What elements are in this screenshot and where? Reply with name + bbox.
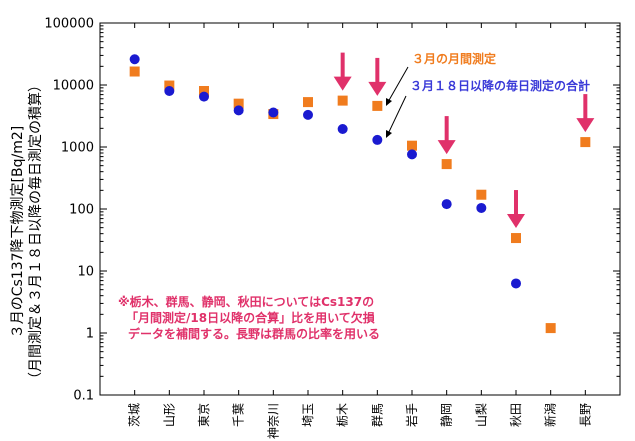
legend-blue-label: ３月１８日以降の毎日測定の合計: [410, 78, 590, 93]
arrow-head: [437, 140, 456, 155]
point-monthly-0: [129, 66, 140, 77]
point-daily-10: [476, 202, 487, 213]
point-daily-6: [337, 124, 348, 135]
y-axis-label: ３月のCs137降下物測定[Bq/m2]: [10, 126, 26, 338]
arrow-head: [576, 118, 595, 133]
point-monthly-8: [407, 140, 417, 151]
point-daily-1: [164, 86, 175, 97]
x-tick-label: 山梨: [474, 403, 488, 427]
y-tick-label: 0.1: [73, 389, 94, 404]
arrow-head: [507, 214, 525, 229]
x-tick-label: 茨城: [128, 403, 142, 427]
axes-layer: 0.1 1 10 100 1000 10000 100000 茨城 山形 東京 千葉 神奈川 埼玉 栃木群…: [44, 17, 621, 439]
marks-layer: [129, 52, 595, 334]
legend-blue-pointer: [387, 95, 407, 135]
x-tick-label: 秋田: [509, 403, 523, 427]
x-tick-label: 新潟: [543, 403, 558, 427]
y-tick-label: 100000: [44, 17, 94, 32]
point-daily-4: [268, 107, 279, 118]
point-monthly-12: [545, 323, 556, 334]
x-tick-label: 神奈川: [266, 403, 280, 439]
legend-orange-pointer-head: [386, 98, 392, 106]
point-daily-7: [372, 134, 383, 145]
x-tick-label: 千葉: [232, 403, 246, 427]
y-tick-label: 10: [77, 265, 94, 280]
point-daily-0: [129, 54, 140, 65]
legend-orange-pointer: [387, 66, 409, 103]
point-monthly-13: [580, 137, 591, 148]
x-tick-label: 群馬: [370, 403, 384, 427]
x-tick-label: 東京: [197, 403, 211, 427]
y-tick-label: 100: [69, 203, 94, 218]
note-line-2: 「月間測定/18日以降の合算」比を用いて欠損: [126, 310, 376, 325]
point-monthly-3: [233, 98, 244, 109]
x-tick-label: 栃木: [336, 403, 350, 427]
point-daily-9: [441, 199, 452, 210]
point-monthly-7: [372, 100, 383, 111]
y-tick-label: 1: [86, 327, 94, 342]
point-daily-3: [233, 105, 244, 116]
legend-orange-label: ３月の月間測定: [412, 51, 496, 66]
point-monthly-9: [441, 159, 452, 170]
x-tick-label: 長野: [578, 403, 592, 427]
y-tick-label: 1000: [61, 141, 94, 156]
point-daily-11: [511, 278, 521, 289]
legend-blue-pointer-head: [386, 130, 392, 138]
arrow-head: [368, 81, 387, 96]
point-monthly-1: [164, 80, 175, 91]
y-axis-sublabel: （月間測定＆３月１８日以降の毎日測定の積算）: [28, 78, 44, 386]
note-line-3: データを補間する。長野は群馬の比率を用いる: [128, 326, 380, 341]
x-tick-label: 静岡: [440, 403, 454, 427]
x-tick-label: 山形: [162, 403, 176, 427]
y-tick-label: 10000: [53, 79, 94, 94]
point-monthly-11: [511, 233, 521, 244]
point-daily-8: [407, 149, 417, 160]
point-monthly-6: [337, 95, 348, 106]
x-tick-label: 岩手: [404, 403, 419, 427]
point-monthly-10: [476, 189, 487, 200]
x-tick-label: 埼玉: [301, 403, 315, 427]
point-daily-2: [199, 91, 209, 102]
arrow-head: [333, 76, 352, 91]
point-daily-5: [303, 109, 313, 120]
point-monthly-5: [303, 97, 313, 108]
point-monthly-2: [199, 86, 209, 97]
note-line-1: ※栃木、群馬、静岡、秋田についてはCs137の: [118, 294, 374, 309]
